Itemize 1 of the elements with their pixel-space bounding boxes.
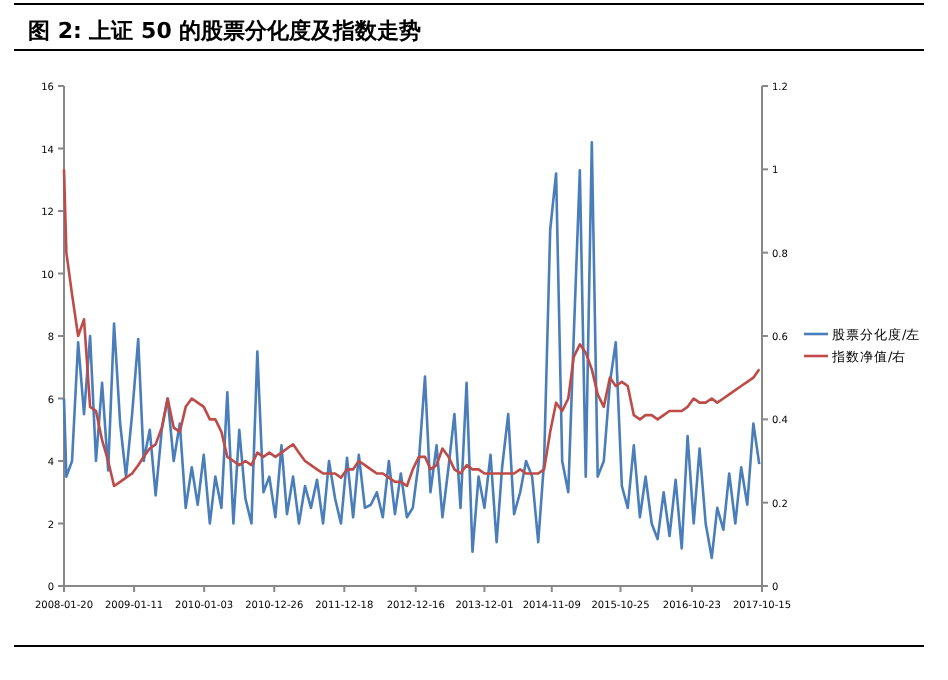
chart-title: 图 2: 上证 50 的股票分化度及指数走势: [28, 18, 422, 44]
